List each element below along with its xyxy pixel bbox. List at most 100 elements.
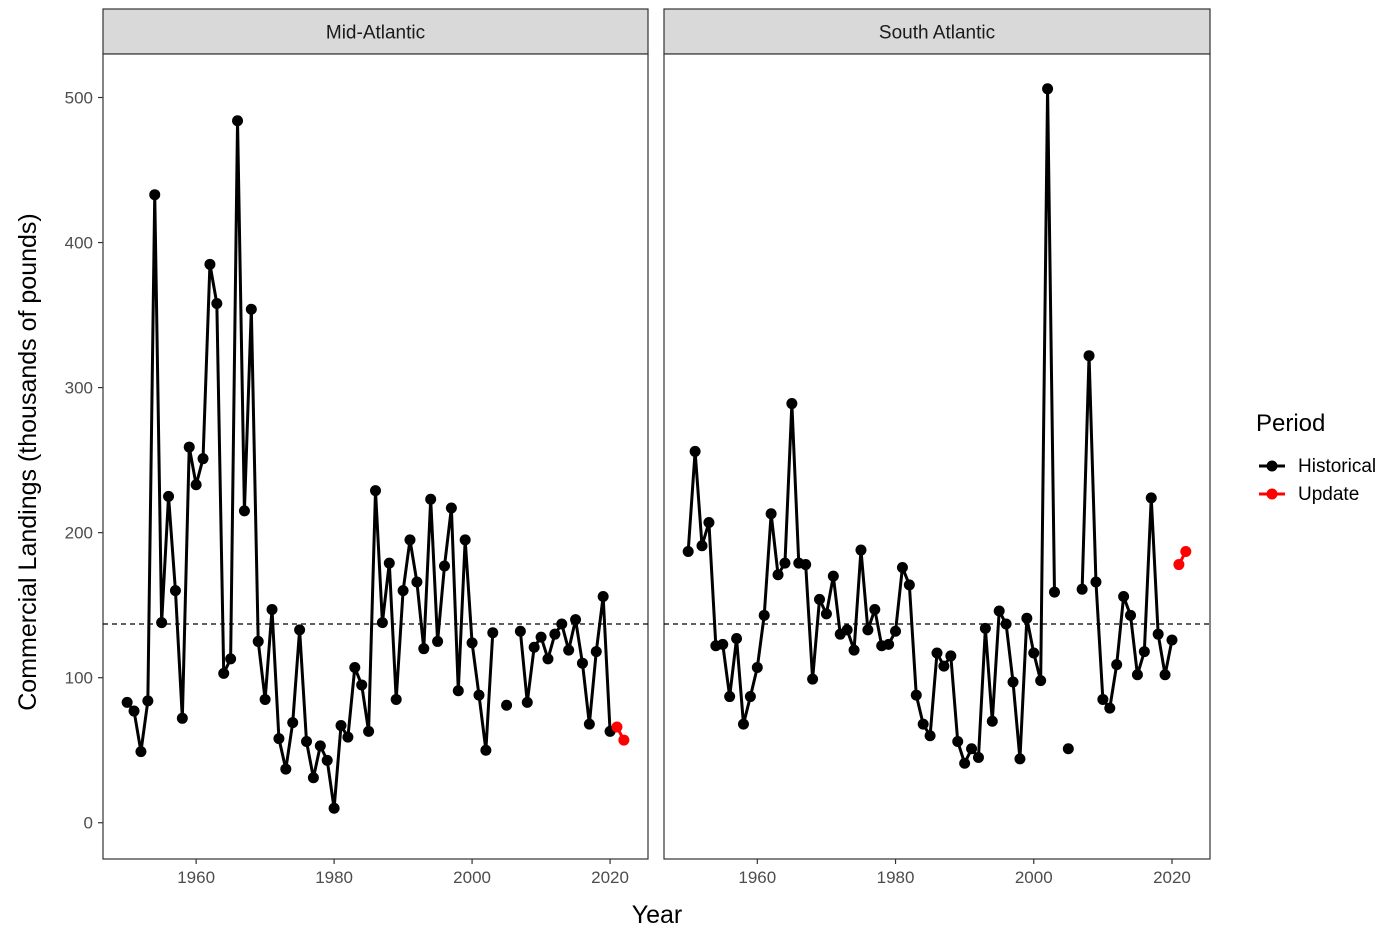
data-point-historical-mid-atlantic-1997 — [445, 502, 457, 514]
panels-layer: Mid-Atlantic 1960 1980 2000 2020 0 100 200 300 40… — [65, 8, 1211, 887]
data-point-historical-south-atlantic-2001 — [1035, 675, 1047, 687]
data-point-historical-mid-atlantic-2007 — [514, 625, 526, 637]
data-point-historical-mid-atlantic-1994 — [425, 493, 437, 505]
data-point-historical-south-atlantic-1991 — [966, 743, 978, 755]
data-point-historical-mid-atlantic-1966 — [232, 115, 244, 127]
data-point-historical-south-atlantic-1981 — [896, 561, 908, 573]
data-point-historical-mid-atlantic-1962 — [204, 258, 216, 270]
data-point-historical-mid-atlantic-2010 — [535, 631, 547, 643]
data-point-historical-mid-atlantic-2017 — [583, 718, 595, 730]
data-point-historical-south-atlantic-2012 — [1111, 659, 1123, 671]
x-tick-label-south-atlantic-2020: 2020 — [1153, 868, 1191, 887]
data-point-historical-mid-atlantic-1970 — [259, 693, 271, 705]
data-point-historical-mid-atlantic-1969 — [252, 635, 264, 647]
y-tick-label-0: 0 — [84, 814, 93, 833]
data-point-update-mid-atlantic-2022 — [618, 734, 630, 746]
legend-label-update: Update — [1298, 484, 1359, 505]
x-tick-label-mid-atlantic-2020: 2020 — [591, 868, 629, 887]
data-point-historical-south-atlantic-1956 — [724, 691, 736, 703]
data-point-historical-mid-atlantic-1996 — [438, 560, 450, 572]
data-point-historical-mid-atlantic-1975 — [294, 624, 306, 636]
data-point-historical-mid-atlantic-1984 — [356, 679, 368, 691]
y-tick-label-200: 200 — [65, 524, 93, 543]
y-tick-label-400: 400 — [65, 234, 93, 253]
data-point-historical-south-atlantic-2020 — [1166, 634, 1178, 646]
data-point-historical-south-atlantic-1967 — [800, 559, 812, 571]
data-point-historical-south-atlantic-1985 — [924, 730, 936, 742]
data-point-historical-south-atlantic-1963 — [772, 569, 784, 581]
data-point-historical-south-atlantic-2019 — [1159, 669, 1171, 681]
data-point-historical-mid-atlantic-2018 — [590, 646, 602, 658]
data-point-historical-south-atlantic-1984 — [917, 718, 929, 730]
data-point-update-south-atlantic-2021 — [1173, 559, 1185, 571]
data-point-historical-mid-atlantic-1973 — [280, 763, 292, 775]
data-point-historical-south-atlantic-1980 — [890, 625, 902, 637]
data-point-historical-south-atlantic-1997 — [1007, 676, 1019, 688]
data-point-historical-south-atlantic-2000 — [1028, 647, 1040, 659]
data-point-historical-mid-atlantic-1957 — [169, 585, 181, 597]
data-point-historical-south-atlantic-2015 — [1131, 669, 1143, 681]
data-point-historical-mid-atlantic-1995 — [432, 635, 444, 647]
data-point-historical-south-atlantic-1990 — [959, 757, 971, 769]
data-point-historical-south-atlantic-2014 — [1125, 609, 1137, 621]
data-point-historical-south-atlantic-2016 — [1138, 646, 1150, 658]
data-point-historical-mid-atlantic-1979 — [321, 754, 333, 766]
data-point-historical-south-atlantic-1992 — [972, 751, 984, 763]
x-tick-label-south-atlantic-1960: 1960 — [738, 868, 776, 887]
data-point-historical-mid-atlantic-1963 — [211, 297, 223, 309]
data-point-historical-mid-atlantic-1976 — [301, 736, 313, 748]
data-point-historical-mid-atlantic-1978 — [314, 740, 326, 752]
data-point-historical-mid-atlantic-1986 — [370, 485, 381, 497]
data-point-historical-south-atlantic-1953 — [703, 516, 715, 528]
data-point-historical-mid-atlantic-1987 — [376, 617, 388, 629]
data-point-historical-south-atlantic-2005 — [1062, 743, 1074, 755]
data-point-historical-mid-atlantic-2008 — [521, 696, 533, 708]
panel-title-south-atlantic: South Atlantic — [879, 23, 995, 44]
data-point-historical-south-atlantic-1998 — [1014, 753, 1026, 765]
data-point-historical-mid-atlantic-1951 — [128, 705, 140, 717]
data-point-historical-south-atlantic-1983 — [910, 689, 922, 701]
data-point-historical-mid-atlantic-1974 — [287, 717, 299, 729]
data-point-historical-mid-atlantic-1968 — [245, 303, 257, 315]
legend-key-point-update — [1266, 488, 1278, 500]
data-point-historical-south-atlantic-1959 — [744, 691, 756, 703]
data-point-historical-mid-atlantic-2012 — [549, 628, 561, 640]
panel-border-south-atlantic — [663, 53, 1211, 860]
y-tick-label-500: 500 — [65, 89, 93, 108]
y-tick-label-100: 100 — [65, 669, 93, 688]
data-point-historical-mid-atlantic-2013 — [556, 618, 568, 630]
legend-entry-update: Update — [1259, 484, 1359, 505]
data-point-historical-mid-atlantic-1961 — [197, 453, 209, 465]
data-point-historical-south-atlantic-1973 — [841, 624, 853, 636]
data-point-historical-south-atlantic-1971 — [827, 570, 839, 582]
data-point-historical-mid-atlantic-1960 — [190, 479, 202, 491]
panel-strip-mid-atlantic — [102, 8, 649, 55]
data-point-historical-south-atlantic-1999 — [1021, 612, 1033, 624]
data-point-historical-south-atlantic-1951 — [689, 445, 701, 457]
data-point-historical-mid-atlantic-2014 — [563, 644, 575, 656]
data-point-historical-mid-atlantic-1982 — [342, 731, 354, 743]
data-point-historical-mid-atlantic-1988 — [383, 557, 395, 569]
data-point-historical-south-atlantic-1969 — [814, 593, 826, 605]
data-point-historical-south-atlantic-1960 — [751, 662, 763, 674]
data-point-historical-mid-atlantic-1993 — [418, 643, 430, 655]
data-point-historical-south-atlantic-1957 — [731, 633, 743, 645]
data-point-historical-south-atlantic-1989 — [952, 736, 964, 748]
data-point-historical-mid-atlantic-1964 — [218, 667, 230, 679]
series-line-historical-mid-atlantic-0 — [125, 119, 495, 810]
data-point-historical-mid-atlantic-1971 — [266, 604, 278, 616]
data-point-historical-mid-atlantic-1998 — [452, 685, 464, 697]
data-point-historical-mid-atlantic-1989 — [390, 693, 402, 705]
y-axis-title: Commercial Landings (thousands of pounds… — [14, 213, 42, 711]
data-point-historical-mid-atlantic-1956 — [163, 490, 175, 502]
data-point-historical-south-atlantic-2011 — [1104, 702, 1116, 714]
data-point-historical-mid-atlantic-2005 — [501, 699, 513, 711]
data-point-historical-south-atlantic-2003 — [1048, 586, 1060, 598]
data-point-historical-mid-atlantic-2011 — [542, 653, 554, 665]
x-tick-label-mid-atlantic-1980: 1980 — [315, 868, 353, 887]
data-point-historical-mid-atlantic-1967 — [238, 505, 250, 517]
x-tick-label-south-atlantic-1980: 1980 — [877, 868, 915, 887]
x-tick-label-mid-atlantic-2000: 2000 — [453, 868, 491, 887]
data-point-historical-mid-atlantic-1980 — [328, 802, 340, 814]
data-point-historical-mid-atlantic-1991 — [404, 534, 416, 546]
